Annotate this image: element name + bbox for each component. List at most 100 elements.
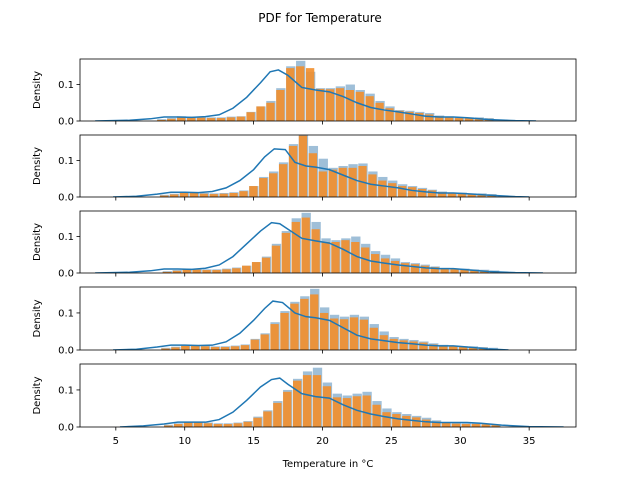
hist-bar-front <box>389 338 398 350</box>
x-tick-label: 10 <box>178 436 191 447</box>
subplot-2: 0.0 0.1 Density <box>32 134 577 204</box>
hist-bar-front <box>230 346 240 350</box>
hist-bar-front <box>474 118 483 121</box>
hist-bar-front <box>213 424 222 427</box>
hist-bar-front <box>447 192 456 197</box>
hist-bar-front <box>431 421 441 427</box>
hist-bar-front <box>444 117 454 121</box>
hist-bar-front <box>271 245 281 273</box>
hist-bar-front <box>157 119 166 121</box>
hist-bar-front <box>329 318 339 350</box>
hist-bar-front <box>441 422 451 427</box>
hist-bar-front <box>359 319 369 350</box>
hist-bar-front <box>345 90 354 121</box>
hist-bar-front <box>332 397 342 427</box>
hist-bar-front <box>457 193 466 197</box>
hist-bar-front <box>409 341 418 350</box>
hist-bar-front <box>176 116 186 121</box>
hist-bar-front <box>320 312 329 350</box>
hist-bar-front <box>182 269 191 273</box>
hist-bar-front <box>424 114 434 121</box>
hist-bar-front <box>477 194 486 197</box>
hist-bar-front <box>183 422 193 427</box>
kde-line <box>95 69 537 121</box>
hist-bar-front <box>335 88 345 121</box>
hist-bar-front <box>233 423 242 427</box>
hist-bar-front <box>273 402 282 427</box>
hist-bar-front <box>439 345 448 350</box>
hist-bar-front <box>318 171 327 197</box>
hist-bar-front <box>399 340 408 350</box>
hist-bar-front <box>270 324 279 350</box>
hist-bar-front <box>410 264 419 273</box>
hist-bar-front <box>468 347 478 350</box>
hist-bar-front <box>460 269 469 273</box>
y-tick-label: 0.1 <box>58 308 74 319</box>
hist-bar-front <box>390 260 400 273</box>
hist-bar-front <box>322 386 332 427</box>
x-tick-label: 35 <box>523 436 536 447</box>
hist-bar-front <box>249 186 258 197</box>
hist-bar-front <box>300 298 309 350</box>
hist-bar-front <box>331 242 340 273</box>
subplot-4: 0.0 0.1 Density <box>32 286 577 357</box>
hist-bar-front <box>392 414 401 427</box>
hist-bar-front <box>200 346 210 350</box>
hist-bar-front <box>202 270 211 273</box>
x-tick-label: 5 <box>113 436 119 447</box>
y-tick-label: 0.1 <box>58 156 74 167</box>
hist-bar-front <box>397 186 407 197</box>
hist-bar-front <box>239 191 248 197</box>
hist-bar-front <box>164 425 173 427</box>
hist-bar-front <box>298 135 308 197</box>
hist-bar-front <box>385 108 394 121</box>
y-tick-label: 0.0 <box>58 423 74 434</box>
hist-bar-front <box>181 345 190 350</box>
hist-bar-front <box>342 398 351 427</box>
hist-bar-front <box>458 347 468 350</box>
y-tick-label: 0.1 <box>58 80 74 91</box>
hist-bar-front <box>338 167 347 197</box>
hist-bar-front <box>280 312 289 350</box>
hist-bar-front <box>382 412 391 427</box>
y-axis-label: Density <box>32 71 43 109</box>
plot-area <box>95 60 537 121</box>
hist-bar-front <box>395 110 404 121</box>
hist-bar-front <box>253 417 262 427</box>
hist-bar-front <box>222 269 231 273</box>
hist-bar-front <box>370 254 380 273</box>
hist-bar-front <box>368 174 377 197</box>
hist-bar-front <box>415 112 424 121</box>
hist-bar-front <box>348 167 357 197</box>
hist-bar-front <box>172 270 181 273</box>
hist-bar-front <box>365 96 374 121</box>
hist-bar-front <box>261 257 271 273</box>
axes-frame <box>79 134 577 198</box>
hist-bar-front <box>291 221 300 273</box>
hist-bar-front <box>161 348 170 350</box>
hist-bar-front <box>419 342 428 350</box>
x-tick-label: 15 <box>247 436 260 447</box>
hist-bar-front <box>388 183 397 197</box>
hist-bar-front <box>355 91 364 121</box>
hist-bar-front <box>236 116 245 121</box>
hist-bar-front <box>212 270 221 273</box>
x-axis-label: Temperature in °C <box>282 459 374 470</box>
y-axis-label: Density <box>32 147 43 185</box>
hist-bar-front <box>186 117 196 121</box>
hist-bar-front <box>162 271 171 273</box>
hist-bar-front <box>283 391 292 427</box>
hist-bar-front <box>219 193 228 197</box>
hist-bar-front <box>250 339 259 350</box>
hist-bar-front <box>378 180 387 197</box>
hist-bar-front <box>296 66 305 121</box>
hist-bar-front <box>269 173 278 197</box>
hist-bar-front <box>380 258 390 273</box>
hist-bar-front <box>481 424 490 427</box>
hist-bar-front <box>308 153 318 197</box>
hist-bar-front <box>278 164 288 197</box>
hist-bar-front <box>171 347 180 350</box>
hist-bar-front <box>216 118 225 121</box>
hist-bar-front <box>437 192 446 197</box>
subplot-1: 0.0 0.1 Density <box>32 58 577 128</box>
